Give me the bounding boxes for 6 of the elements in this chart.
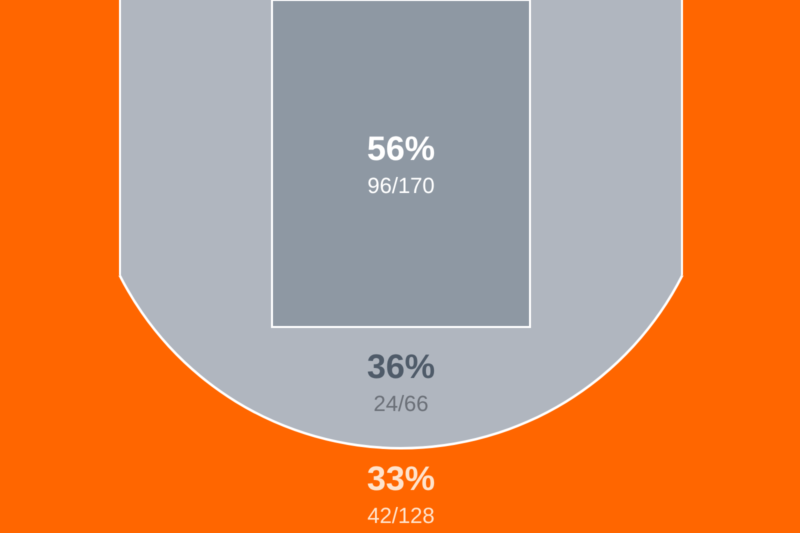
data-label: 36%: [366, 348, 436, 386]
data-label: 33%: [366, 460, 436, 498]
text: 24/66: [373, 391, 429, 416]
text: 42/128: [367, 503, 435, 528]
data-label: 56%: [366, 130, 436, 168]
text: 96/170: [367, 173, 435, 198]
